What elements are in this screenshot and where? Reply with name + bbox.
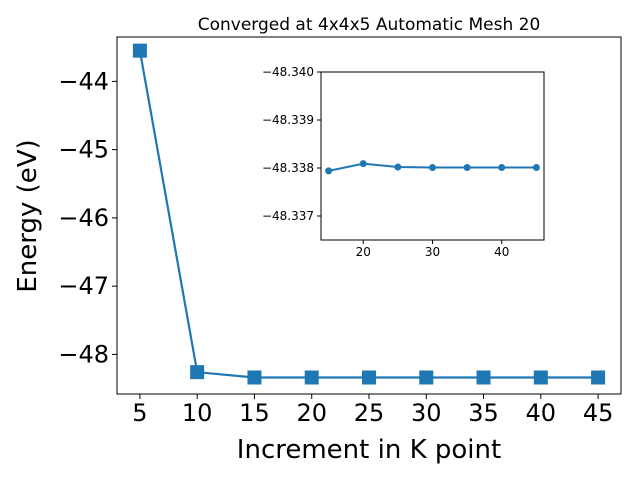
inset-series: [325, 160, 540, 175]
inset-data-point: [463, 164, 471, 172]
main-x-tick-label: 40: [526, 399, 557, 427]
main-data-point: [476, 370, 491, 385]
inset-data-point: [325, 167, 333, 175]
main-y-tick-label: −44: [58, 67, 109, 95]
inset-data-point: [429, 164, 436, 172]
main-series: [132, 43, 606, 385]
main-x-tick-label: 5: [132, 399, 147, 427]
inset-y-tick-label: −48.338: [262, 161, 314, 175]
inset-data-point: [498, 164, 506, 172]
x-axis-label: Increment in K point: [237, 435, 501, 465]
main-x-tick-label: 30: [411, 399, 442, 427]
inset-y-tick-label: −48.337: [262, 209, 314, 223]
main-data-point: [419, 370, 434, 385]
main-x-ticks: 5 10 15 20 25 30 35 40 45: [132, 394, 613, 427]
main-x-tick-label: 35: [468, 399, 499, 427]
main-x-tick-label: 20: [296, 399, 327, 427]
chart-title: Converged at 4x4x5 Automatic Mesh 20: [198, 15, 541, 35]
inset-x-tick-label: 20: [356, 245, 371, 259]
main-data-point: [591, 370, 606, 385]
inset-data-point: [394, 163, 402, 171]
inset-data-point: [532, 164, 540, 172]
inset-x-tick-label: 30: [425, 245, 440, 259]
inset-x-tick-label: 40: [494, 245, 509, 259]
main-data-point: [190, 365, 205, 380]
main-x-tick-label: 25: [354, 399, 385, 427]
main-data-point: [247, 370, 262, 385]
main-data-point: [533, 370, 548, 385]
main-y-tick-label: −47: [58, 272, 109, 300]
inset-plot-frame: [320, 71, 545, 241]
main-y-ticks: −44 −45 −46 −47 −48: [58, 67, 117, 368]
main-y-tick-label: −48: [58, 340, 109, 368]
inset-x-ticks: 20 30 40: [356, 240, 509, 259]
inset-y-tick-label: −48.339: [262, 113, 314, 127]
main-y-tick-label: −46: [58, 204, 109, 232]
main-data-point: [304, 370, 319, 385]
y-axis-label: Energy (eV): [13, 139, 43, 292]
main-data-point: [362, 370, 376, 385]
main-y-tick-label: −45: [58, 136, 109, 164]
inset-y-tick-label: −48.340: [262, 65, 314, 79]
inset-plot-background: [321, 72, 544, 240]
main-data-point: [132, 43, 147, 58]
main-x-tick-label: 10: [182, 399, 213, 427]
main-x-tick-label: 45: [583, 399, 614, 427]
inset-data-point: [359, 160, 367, 168]
inset-y-ticks: −48.340 −48.339 −48.338 −48.337: [262, 65, 321, 223]
main-x-tick-label: 15: [239, 399, 270, 427]
